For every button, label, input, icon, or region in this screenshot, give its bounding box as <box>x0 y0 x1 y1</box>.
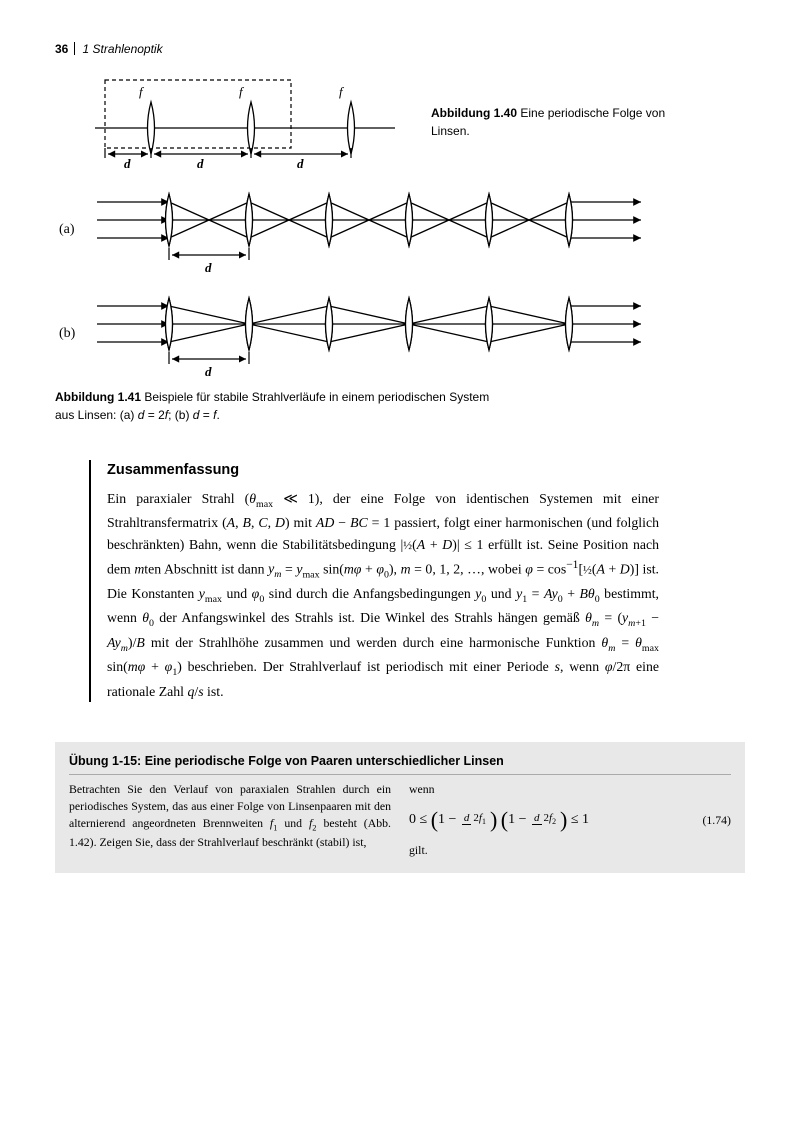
page-header: 36 1 Strahlenoptik <box>55 40 745 58</box>
svg-text:f: f <box>339 84 345 99</box>
eq-paren-l1: ( <box>431 807 438 832</box>
figure-1-41-caption-label: Abbildung 1.41 <box>55 390 141 404</box>
svg-text:f: f <box>139 84 145 99</box>
figure-1-41-caption: Abbildung 1.41 Beispiele für stabile Str… <box>55 388 495 424</box>
eq-frac2-num: d <box>532 812 542 825</box>
exercise-right-top: wenn <box>409 781 731 798</box>
header-separator <box>74 42 76 55</box>
figure-1-40-caption-label: Abbildung 1.40 <box>431 106 517 120</box>
page-number: 36 <box>55 42 68 56</box>
figure-1-41-row-b: (b) d <box>55 284 745 382</box>
figure-1-41-diagram-b: d <box>89 284 649 382</box>
figure-1-41: (a) d (b) d <box>55 180 745 424</box>
figure-1-41-diagram-a: d <box>89 180 649 278</box>
exercise-equation: 0 ≤ (1 − d2f1) (1 − d2f2) ≤ 1 <box>409 804 589 836</box>
eq-paren-r1: ) <box>490 807 497 832</box>
eq-one-minus-1: 1 − <box>438 812 456 827</box>
eq-paren-l2: ( <box>501 807 508 832</box>
eq-frac1-den-sub: 1 <box>482 818 486 827</box>
svg-text:d: d <box>205 364 212 379</box>
exercise-box: Übung 1-15: Eine periodische Folge von P… <box>55 742 745 873</box>
exercise-title: Übung 1-15: Eine periodische Folge von P… <box>69 752 731 775</box>
exercise-right-bottom: gilt. <box>409 842 731 859</box>
svg-text:d: d <box>297 156 304 171</box>
svg-text:d: d <box>205 260 212 275</box>
eq-frac2-den-sub: 2 <box>552 818 556 827</box>
exercise-right-column: wenn 0 ≤ (1 − d2f1) (1 − d2f2) ≤ 1 (1.74… <box>409 781 731 859</box>
summary-block: Zusammenfassung Ein paraxialer Strahl (θ… <box>89 460 659 702</box>
figure-1-40-row: f f f d d d Abbildung 1.40 Eine periodische … <box>95 72 745 172</box>
figure-1-40-caption: Abbildung 1.40 Eine periodische Folge vo… <box>431 104 691 140</box>
chapter-title: 1 Strahlenoptik <box>83 42 163 56</box>
exercise-body: Betrachten Sie den Verlauf von paraxiale… <box>69 781 731 859</box>
eq-paren-r2: ) <box>560 807 567 832</box>
figure-1-41-row-a: (a) d <box>55 180 745 278</box>
svg-text:d: d <box>124 156 131 171</box>
summary-title: Zusammenfassung <box>107 460 659 482</box>
figure-1-40-diagram: f f f d d d <box>95 72 395 172</box>
exercise-equation-row: 0 ≤ (1 − d2f1) (1 − d2f2) ≤ 1 (1.74) <box>409 804 731 836</box>
svg-text:d: d <box>197 156 204 171</box>
svg-text:f: f <box>239 84 245 99</box>
exercise-left-column: Betrachten Sie den Verlauf von paraxiale… <box>69 781 391 859</box>
eq-frac-1: d2f1 <box>462 813 488 826</box>
eq-one-minus-2: 1 − <box>508 812 526 827</box>
eq-frac1-num: d <box>462 812 472 825</box>
summary-body: Ein paraxialer Strahl (θmax ≪ 1), der ei… <box>107 488 659 703</box>
eq-right: ≤ 1 <box>571 812 589 827</box>
eq-frac1-den: 2f1 <box>471 812 488 824</box>
eq-frac-2: d2f2 <box>532 813 558 826</box>
figure-1-41-label-a: (a) <box>55 219 89 240</box>
figure-1-41-label-b: (b) <box>55 323 89 344</box>
exercise-equation-number: (1.74) <box>702 812 731 829</box>
eq-frac2-den: 2f2 <box>542 812 559 824</box>
eq-left: 0 ≤ <box>409 812 427 827</box>
